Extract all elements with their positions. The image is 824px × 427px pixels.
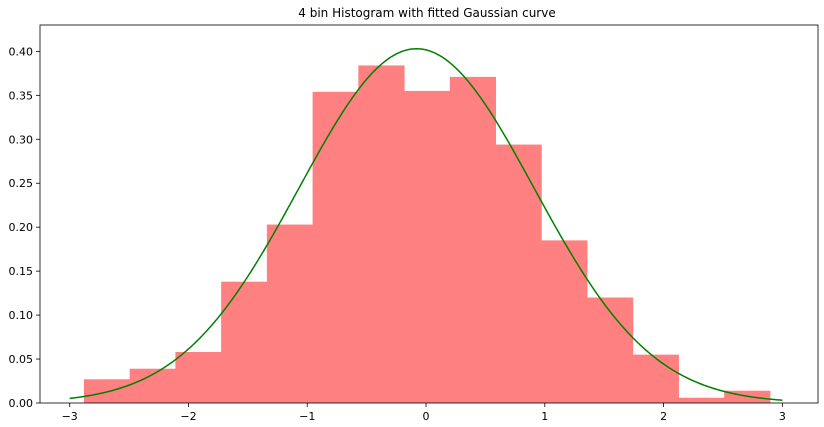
histogram-bar [404,90,451,403]
x-tick-label: −1 [299,410,315,423]
histogram-bar [678,397,725,403]
plot-frame [39,24,819,404]
y-tick-label: 0.00 [9,397,34,410]
y-tick-label: 0.25 [9,177,34,190]
histogram-bar [266,224,314,403]
histogram-bar [312,91,359,404]
y-tick-label: 0.20 [9,221,34,234]
gaussian-curve [69,48,783,401]
y-tick-label: 0.30 [9,133,34,146]
y-tick-label: 0.40 [9,45,34,58]
histogram-bar [586,297,634,403]
histogram-bars [83,65,771,404]
histogram-bar [175,352,222,403]
y-axis-ticks: 0.00 0.05 0.10 0.15 0.20 0.25 0.30 0.35 0.40 [9,45,40,410]
y-tick-label: 0.05 [9,353,34,366]
x-tick-label: −2 [180,410,196,423]
histogram-bar [221,281,268,403]
x-tick-label: 0 [423,410,430,423]
fitted-curve-layer [69,48,783,401]
y-tick-label: 0.15 [9,265,34,278]
axes [39,24,819,404]
histogram-bar [358,65,405,404]
x-tick-label: −3 [62,410,78,423]
histogram-bar [541,240,588,403]
x-tick-label: 1 [541,410,548,423]
x-tick-label: 3 [779,410,786,423]
chart-title: 4 bin Histogram with fitted Gaussian cur… [298,6,555,20]
x-tick-label: 2 [660,410,667,423]
histogram-bar [632,354,679,403]
y-tick-label: 0.10 [9,309,34,322]
histogram-bar [495,144,542,404]
x-axis-ticks: −3 −2 −1 0 1 2 3 [62,403,786,423]
histogram-bar [449,76,497,404]
y-tick-label: 0.35 [9,89,34,102]
